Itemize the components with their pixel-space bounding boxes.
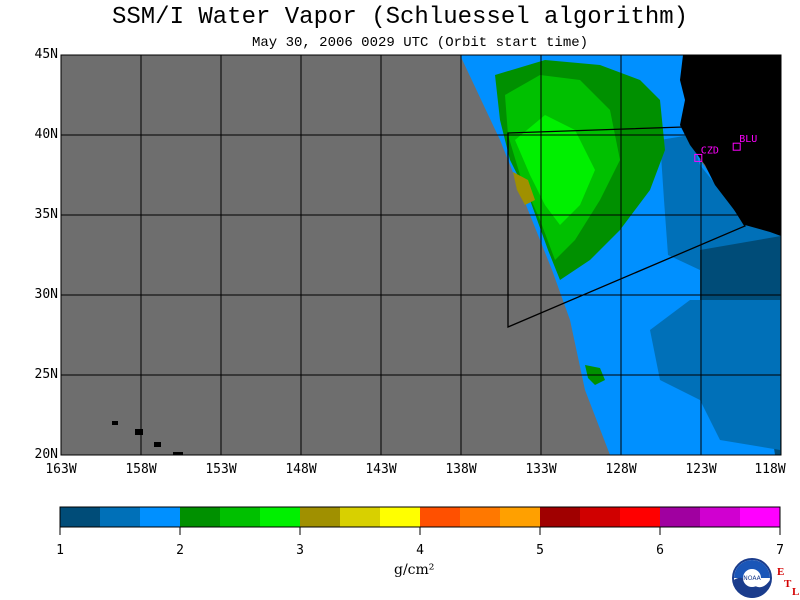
colorbar-swatch [180, 507, 221, 527]
lon-label: 158W [125, 462, 157, 477]
colorbar-tick-label: 7 [776, 543, 784, 558]
lat-label: 35N [34, 207, 58, 222]
colorbar-swatch [500, 507, 541, 527]
colorbar-swatch [220, 507, 261, 527]
lat-label: 45N [34, 47, 58, 62]
lat-label: 30N [34, 287, 58, 302]
colorbar-tick-label: 4 [416, 543, 424, 558]
station-marker [694, 153, 703, 162]
colorbar-tick-label: 5 [536, 543, 544, 558]
colorbar-tick-label: 6 [656, 543, 664, 558]
colorbar-swatch [340, 507, 381, 527]
station-marker [732, 142, 741, 151]
lat-label: 40N [34, 127, 58, 142]
lon-label: 148W [285, 462, 317, 477]
etl-badge-l: L [792, 586, 800, 598]
svg-text:NOAA: NOAA [743, 575, 761, 582]
lon-label: 128W [605, 462, 637, 477]
colorbar-swatch [620, 507, 661, 527]
moisture-green-bright [515, 115, 595, 225]
colorbar-swatch [420, 507, 461, 527]
colorbar-tick-label: 1 [56, 543, 64, 558]
analysis-domain-outline [507, 126, 746, 328]
land-north-america [680, 55, 781, 236]
island [173, 452, 183, 455]
colorbar-units: g/cm² [394, 562, 435, 578]
colorbar-swatch [540, 507, 581, 527]
colorbar-swatch [300, 507, 341, 527]
station-label: BLU [739, 134, 757, 145]
colorbar-swatch [100, 507, 141, 527]
lat-label: 20N [34, 447, 58, 462]
lon-label: 153W [205, 462, 237, 477]
island [135, 429, 143, 435]
noaa-logo: NOAA [732, 558, 772, 598]
lat-label: 25N [34, 367, 58, 382]
colorbar-swatch [580, 507, 621, 527]
colorbar-swatch [660, 507, 701, 527]
lon-label: 163W [45, 462, 77, 477]
colorbar-swatch [380, 507, 421, 527]
colorbar-tick-label: 2 [176, 543, 184, 558]
lon-label: 133W [525, 462, 557, 477]
colorbar-swatch [740, 507, 781, 527]
lon-label: 118W [754, 462, 786, 477]
lon-label: 143W [365, 462, 397, 477]
etl-badge-t: T [784, 578, 792, 590]
colorbar-swatch [460, 507, 501, 527]
island [154, 442, 161, 447]
chart-subtitle: May 30, 2006 0029 UTC (Orbit start time) [251, 35, 589, 51]
island [112, 421, 118, 425]
colorbar-swatch [60, 507, 101, 527]
colorbar-swatch [700, 507, 741, 527]
lat-lon-grid [61, 55, 781, 455]
moisture-olive-patch [513, 172, 535, 205]
chart-title: SSM/I Water Vapor (Schluessel algorithm) [111, 4, 689, 31]
station-label: CZD [701, 145, 719, 156]
map-frame [60, 54, 782, 456]
etl-badge-e: E [777, 566, 785, 578]
station-markers: CZD BLU [694, 134, 757, 162]
colorbar-tick-label: 3 [296, 543, 304, 558]
lon-label: 138W [445, 462, 477, 477]
colorbar-swatch [260, 507, 301, 527]
colorbar-swatch [140, 507, 181, 527]
lon-label: 123W [685, 462, 717, 477]
